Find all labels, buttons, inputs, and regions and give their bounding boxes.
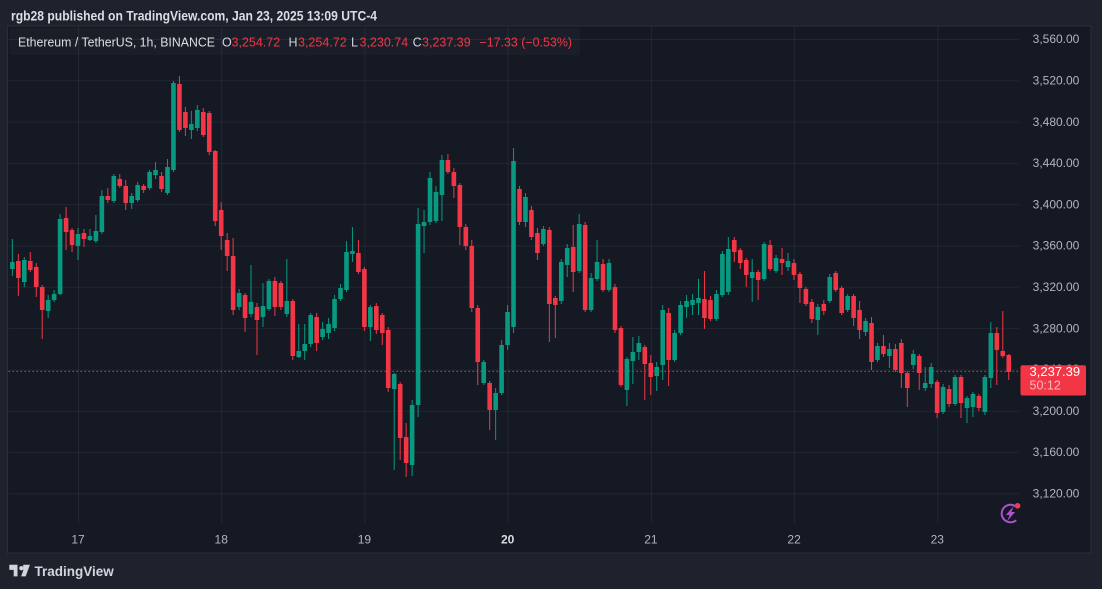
svg-text:Ethereum / TetherUS, 1h, BINAN: Ethereum / TetherUS, 1h, BINANCE	[18, 35, 215, 50]
svg-text:C: C	[413, 36, 422, 50]
svg-text:17: 17	[71, 533, 85, 547]
svg-text:3,120.00: 3,120.00	[1033, 487, 1080, 501]
svg-text:3,440.00: 3,440.00	[1033, 156, 1080, 170]
svg-text:3,520.00: 3,520.00	[1033, 74, 1080, 88]
svg-text:3,560.00: 3,560.00	[1033, 32, 1080, 46]
svg-text:O: O	[222, 36, 232, 50]
svg-text:3,160.00: 3,160.00	[1033, 445, 1080, 459]
svg-text:3,254.72: 3,254.72	[298, 36, 347, 50]
svg-text:3,320.00: 3,320.00	[1033, 280, 1080, 294]
svg-text:19: 19	[358, 533, 372, 547]
svg-text:3,280.00: 3,280.00	[1033, 321, 1080, 335]
svg-text:TradingView: TradingView	[35, 564, 115, 579]
svg-text:3,254.72: 3,254.72	[232, 36, 281, 50]
svg-text:3,480.00: 3,480.00	[1033, 115, 1080, 129]
svg-text:3,237.39: 3,237.39	[422, 36, 471, 50]
svg-text:21: 21	[644, 533, 658, 547]
svg-text:23: 23	[931, 533, 945, 547]
svg-text:20: 20	[501, 533, 515, 547]
svg-text:3,400.00: 3,400.00	[1033, 197, 1080, 211]
svg-text:3,237.39: 3,237.39	[1030, 364, 1081, 379]
svg-text:3,360.00: 3,360.00	[1033, 239, 1080, 253]
svg-text:L: L	[351, 36, 358, 50]
svg-text:18: 18	[215, 533, 229, 547]
svg-text:rgb28 published on TradingView: rgb28 published on TradingView.com, Jan …	[11, 8, 377, 24]
svg-text:−17.33 (−0.53%): −17.33 (−0.53%)	[480, 36, 573, 50]
svg-text:3,230.74: 3,230.74	[360, 36, 409, 50]
svg-text:H: H	[289, 36, 298, 50]
svg-text:50:12: 50:12	[1030, 379, 1061, 393]
svg-text:3,200.00: 3,200.00	[1033, 404, 1080, 418]
svg-text:22: 22	[787, 533, 801, 547]
